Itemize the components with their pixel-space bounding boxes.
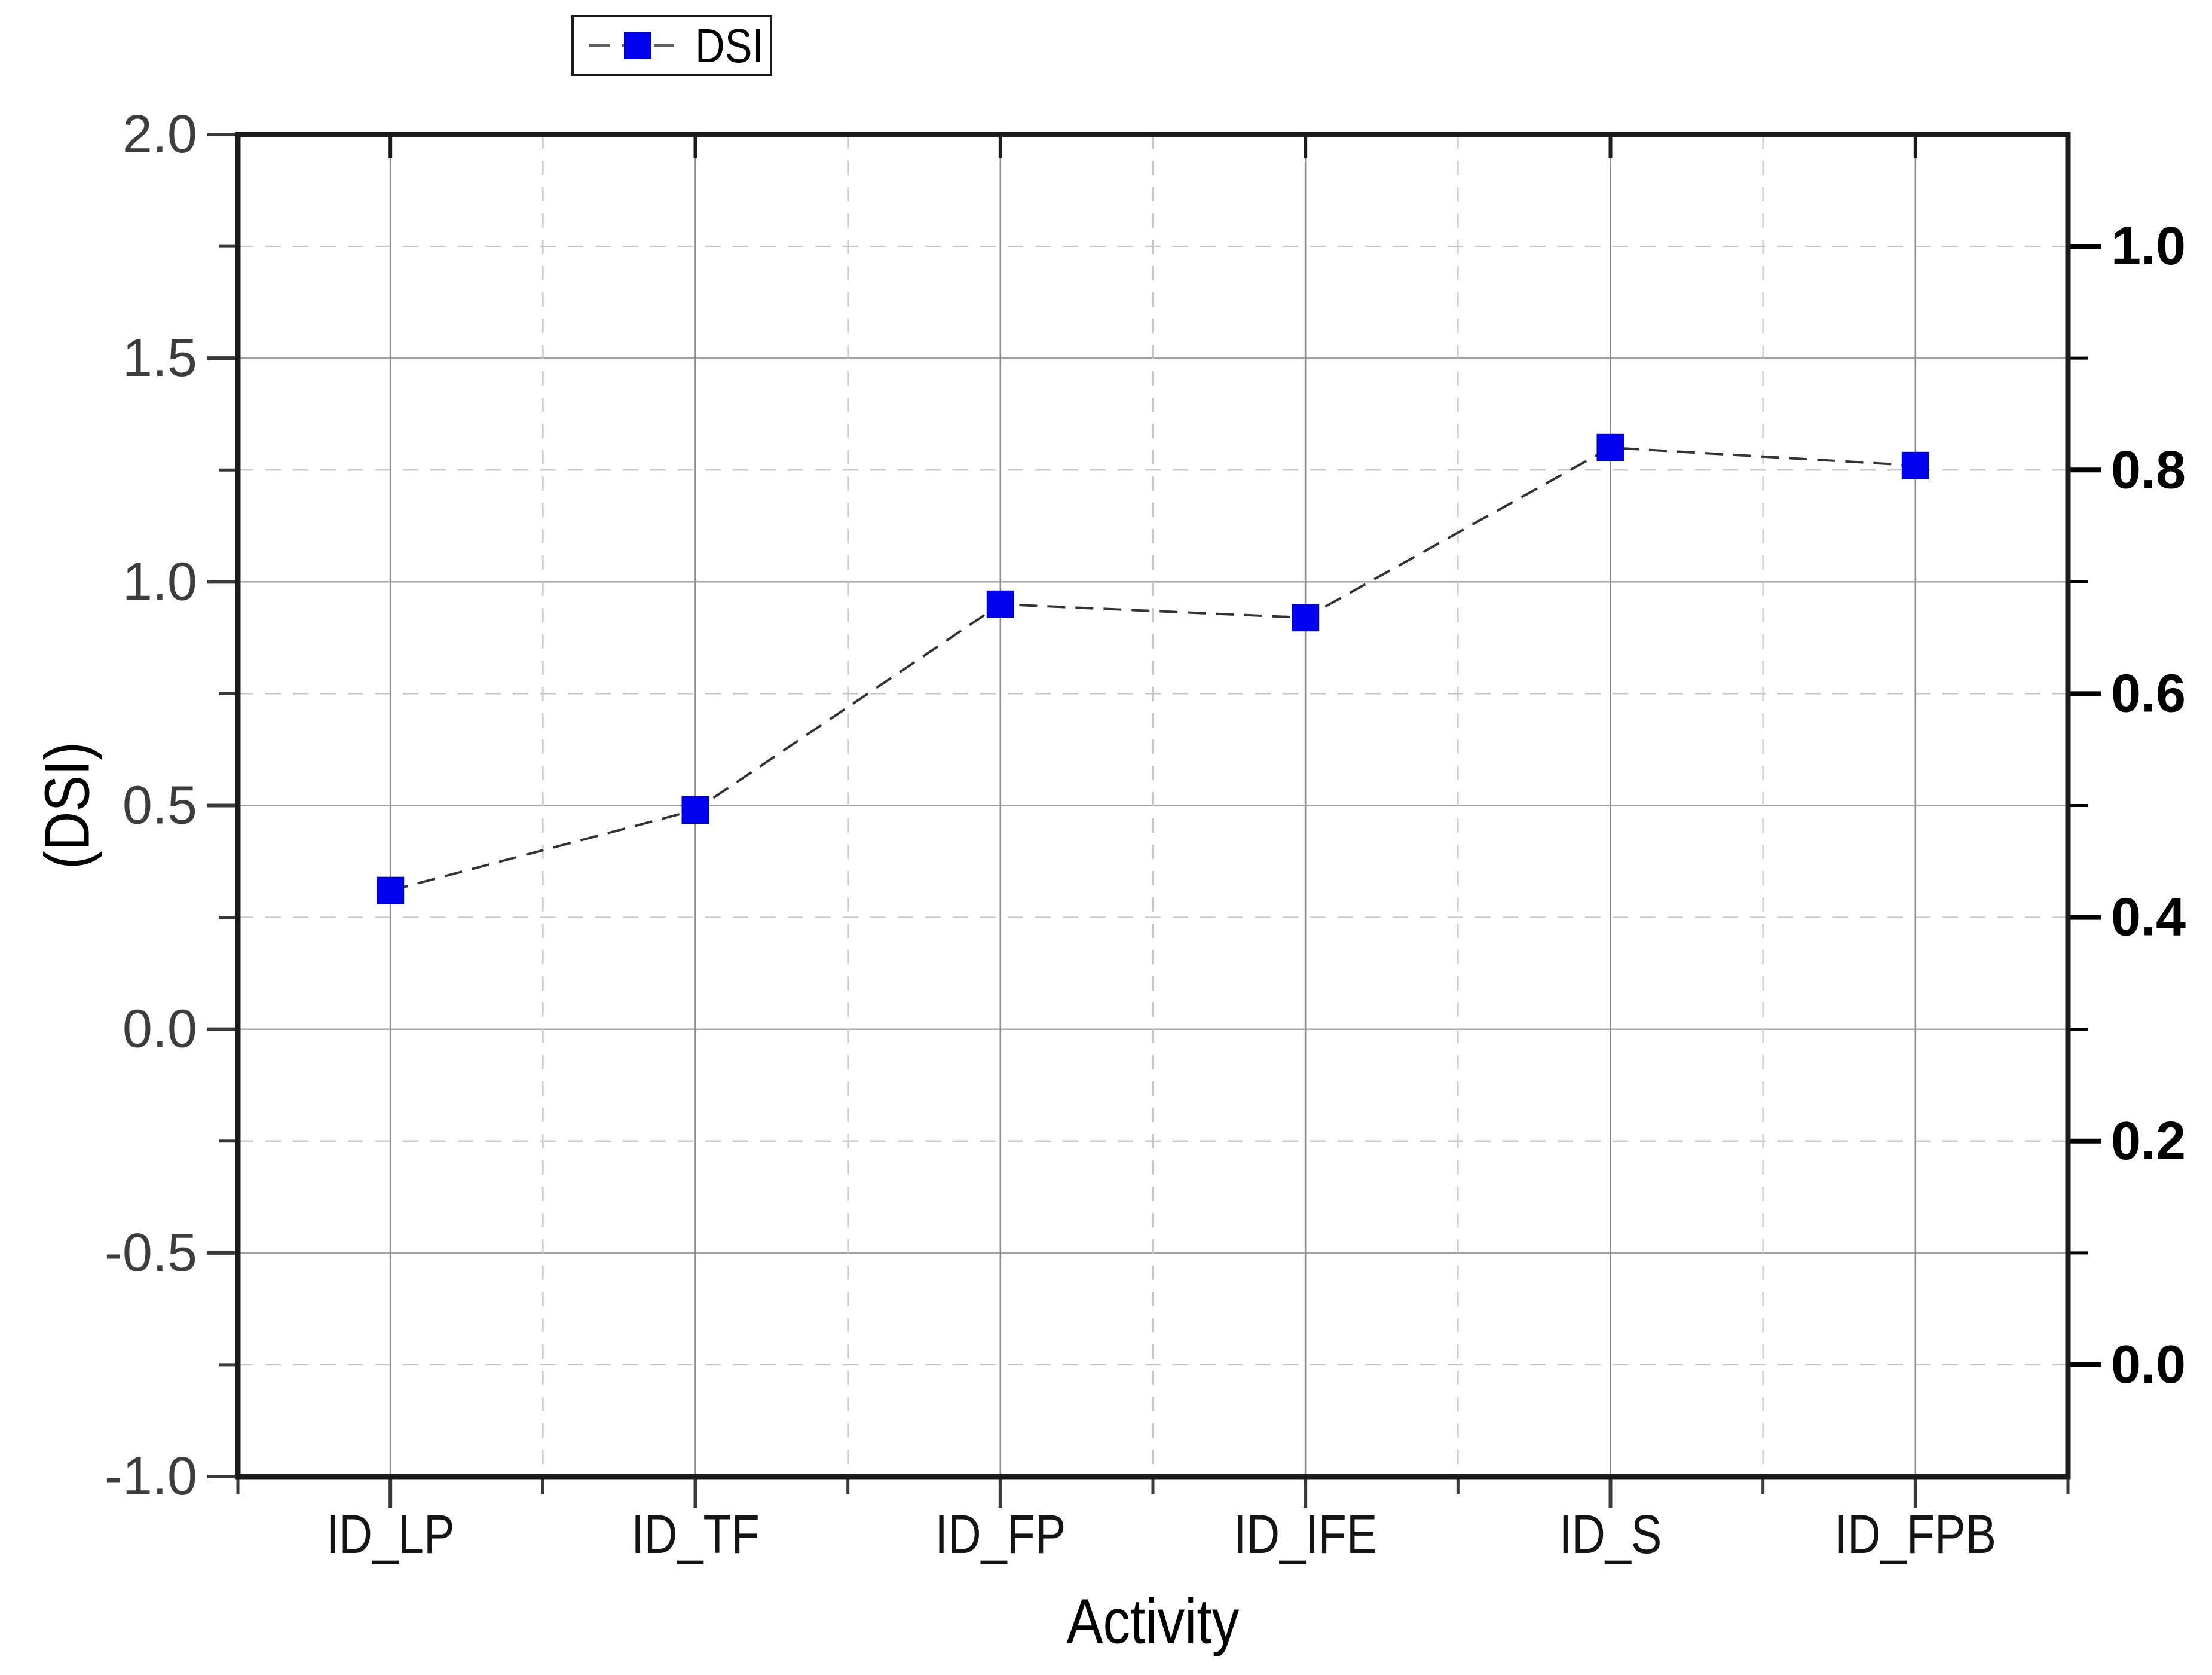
- dsi-series: [377, 433, 1929, 904]
- right-tick-label: 0.8: [2111, 440, 2186, 500]
- tick-labels: 2.0 1.5 1.0 0.5 0.0 -0.5 -1.0 1.0 0.8 0.6 0.4 0.2 0.…: [105, 105, 2186, 1565]
- dsi-data-point-marker: [377, 876, 405, 904]
- gridlines: [238, 135, 2068, 1477]
- dsi-data-point-marker: [1596, 433, 1624, 461]
- right-tick-label: 0.0: [2111, 1335, 2186, 1395]
- left-tick-label: 1.0: [123, 552, 197, 612]
- left-tick-label: -0.5: [105, 1223, 197, 1283]
- x-category-label: ID_S: [1559, 1504, 1662, 1566]
- right-tick-label: 1.0: [2111, 216, 2186, 276]
- right-tick-label: 0.6: [2111, 664, 2186, 723]
- legend-marker-sample: [624, 32, 651, 59]
- right-tick-label: 0.2: [2111, 1111, 2186, 1171]
- x-category-label: ID_FPB: [1835, 1504, 1996, 1566]
- x-category-label: ID_TF: [631, 1504, 760, 1566]
- legend-entry-label: DSI: [695, 19, 764, 72]
- x-category-label: ID_LP: [326, 1504, 455, 1566]
- left-tick-label: 0.0: [123, 1000, 197, 1059]
- left-tick-label: 0.5: [123, 776, 197, 836]
- y-axis-title: (DSI): [32, 742, 102, 869]
- left-tick-label: -1.0: [105, 1447, 197, 1506]
- axis-ticks: [207, 133, 2101, 1508]
- x-category-label: ID_FP: [935, 1504, 1066, 1566]
- dsi-data-point-marker: [986, 590, 1014, 618]
- plot-frame: [235, 132, 2071, 1480]
- left-tick-label: 2.0: [123, 105, 197, 164]
- right-tick-label: 0.4: [2111, 888, 2186, 947]
- dsi-data-point-marker: [681, 796, 709, 824]
- left-tick-label: 1.5: [123, 328, 197, 388]
- legend: DSI: [571, 15, 772, 76]
- dsi-data-point-marker: [1292, 604, 1320, 632]
- x-axis-title: Activity: [1067, 1586, 1240, 1656]
- x-category-label: ID_IFE: [1234, 1504, 1377, 1566]
- dsi-series-line: [390, 446, 1916, 892]
- dsi-data-point-marker: [1901, 451, 1929, 479]
